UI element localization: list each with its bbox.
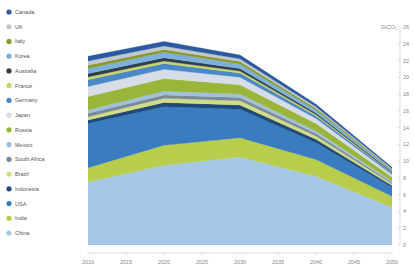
y-tick	[398, 177, 400, 178]
y-axis-label: GtCO₂	[381, 24, 397, 30]
x-tick	[164, 253, 165, 255]
y-tick-label: 26	[403, 24, 409, 30]
x-tick-label: 2010	[82, 259, 94, 265]
legend-swatch	[6, 127, 11, 132]
legend-label: Korea	[15, 53, 31, 59]
legend-swatch	[6, 9, 11, 14]
y-tick-label: 8	[403, 175, 406, 181]
x-tick-label: 2045	[348, 259, 360, 265]
y-tick	[398, 127, 400, 128]
y-tick	[398, 194, 400, 195]
x-tick	[88, 253, 89, 255]
legend-swatch	[6, 83, 11, 88]
y-tick-label: 4	[403, 208, 406, 214]
x-tick-label: 2025	[196, 259, 208, 265]
legend-label: Indonesia	[15, 186, 40, 192]
legend-swatch	[6, 157, 11, 162]
x-tick	[240, 253, 241, 255]
area	[88, 58, 392, 173]
y-tick	[398, 211, 400, 212]
plot-area	[88, 41, 392, 245]
y-tick	[398, 60, 400, 61]
x-tick-label: 2030	[234, 259, 246, 265]
y-tick-label: 16	[403, 108, 409, 114]
y-tick-label: 12	[403, 141, 409, 147]
area	[88, 69, 392, 177]
area	[88, 63, 392, 174]
legend-label: India	[15, 215, 28, 221]
y-tick	[398, 27, 400, 28]
legend-swatch	[6, 54, 11, 59]
x-tick-label: 2015	[120, 259, 132, 265]
area	[88, 41, 392, 168]
area	[88, 61, 392, 173]
legend-label: China	[15, 230, 30, 236]
legend-label: France	[15, 83, 32, 89]
chart: 02468101214161820222426GtCO₂201020152020…	[0, 0, 414, 276]
legend-label: Canada	[15, 9, 35, 15]
y-tick-label: 18	[403, 91, 409, 97]
legend-label: UK	[15, 24, 23, 30]
x-tick-label: 2050	[386, 259, 398, 265]
legend-swatch	[6, 216, 11, 221]
area	[88, 49, 392, 170]
y-tick-label: 6	[403, 192, 406, 198]
y-tick-label: 22	[403, 58, 409, 64]
legend: Canada UK Italy Korea Australia France Germany…	[6, 9, 45, 236]
y-tick-label: 20	[403, 74, 409, 80]
legend-swatch	[6, 142, 11, 147]
x-tick	[354, 253, 355, 255]
legend-label: South Africa	[15, 156, 46, 162]
legend-swatch	[6, 24, 11, 29]
legend-swatch	[6, 68, 11, 73]
legend-swatch	[6, 230, 11, 235]
x-tick-label: 2040	[310, 259, 322, 265]
y-tick	[398, 94, 400, 95]
legend-label: Japan	[15, 112, 30, 118]
x-tick	[278, 253, 279, 255]
legend-label: Russia	[15, 127, 33, 133]
y-tick	[398, 161, 400, 162]
legend-label: USA	[15, 201, 27, 207]
legend-label: Italy	[15, 38, 25, 44]
y-tick-label: 2	[403, 225, 406, 231]
legend-label: Mexico	[15, 142, 32, 148]
legend-swatch	[6, 186, 11, 191]
y-tick	[398, 245, 400, 246]
legend-swatch	[6, 171, 11, 176]
y-tick-label: 10	[403, 158, 409, 164]
y-tick-label: 0	[403, 242, 406, 248]
y-tick	[398, 110, 400, 111]
y-axis	[400, 27, 401, 245]
y-tick	[398, 77, 400, 78]
x-tick	[392, 253, 393, 255]
legend-swatch	[6, 201, 11, 206]
legend-label: Germany	[15, 97, 38, 103]
y-tick-label: 24	[403, 41, 409, 47]
legend-swatch	[6, 113, 11, 118]
y-tick	[398, 228, 400, 229]
y-tick	[398, 43, 400, 44]
legend-swatch	[6, 98, 11, 103]
legend-label: Australia	[15, 68, 37, 74]
x-tick	[316, 253, 317, 255]
x-tick-label: 2035	[272, 259, 284, 265]
x-tick	[202, 253, 203, 255]
y-tick-label: 14	[403, 125, 409, 131]
area	[88, 52, 392, 171]
y-tick	[398, 144, 400, 145]
legend-swatch	[6, 39, 11, 44]
area	[88, 46, 392, 169]
x-tick	[126, 253, 127, 255]
x-tick-label: 2020	[158, 259, 170, 265]
legend-label: Brazil	[15, 171, 29, 177]
